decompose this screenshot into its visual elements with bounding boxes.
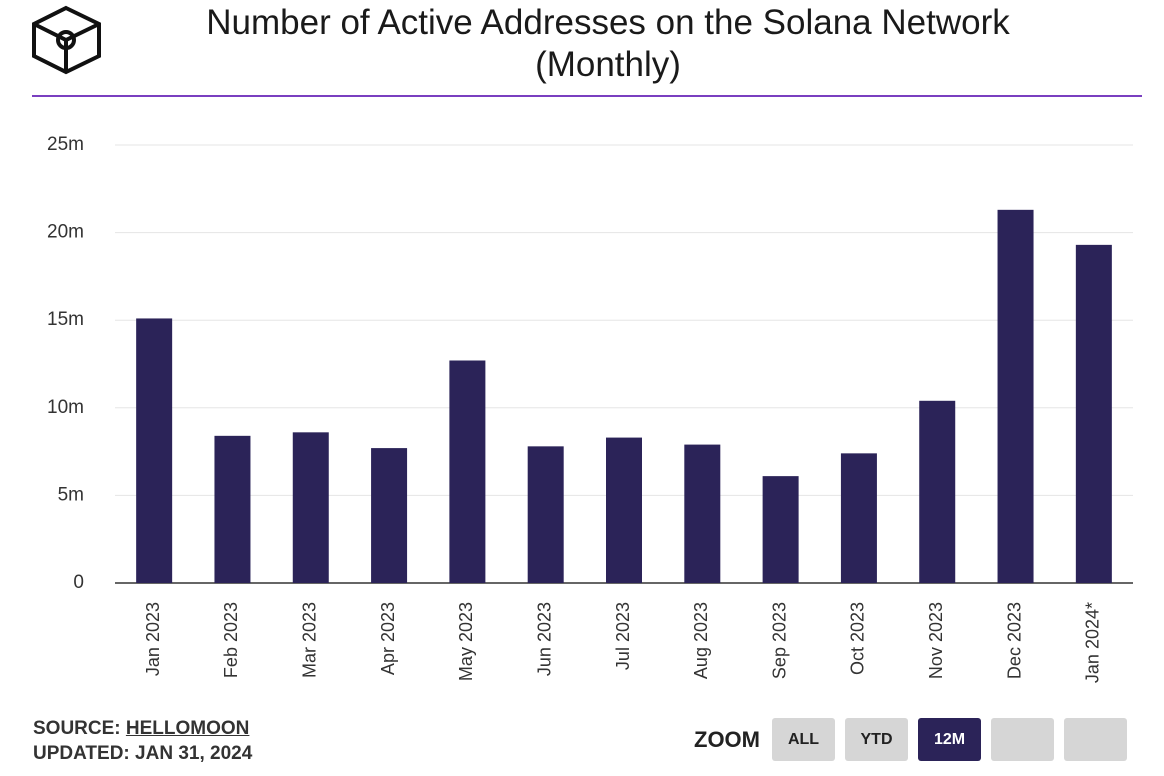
x-tick-label: Mar 2023 (300, 602, 320, 678)
x-tick-label: Feb 2023 (221, 602, 241, 678)
bar (919, 400, 956, 583)
zoom-buttons: ALL YTD 12M (772, 718, 981, 761)
zoom-button[interactable]: YTD (845, 718, 908, 761)
x-tick-label: Apr 2023 (378, 602, 398, 675)
y-tick-label: 15m (47, 309, 84, 330)
y-tick-label: 20m (47, 222, 84, 243)
source-line: SOURCE: HELLOMOON (33, 716, 252, 741)
footer: SOURCE: HELLOMOON UPDATED: JAN 31, 2024 (33, 716, 252, 766)
x-tick-label: Aug 2023 (691, 602, 711, 679)
updated: UPDATED: JAN 31, 2024 (33, 743, 253, 764)
y-tick-label: 0 (73, 572, 84, 593)
bar (684, 444, 721, 583)
x-tick-label: Dec 2023 (1004, 602, 1024, 679)
source-label: SOURCE: (33, 718, 121, 739)
bar (371, 448, 408, 583)
y-tick-label: 10m (47, 397, 84, 418)
y-tick-label: 5m (58, 484, 84, 505)
bar (136, 318, 173, 583)
zoom-button-empty[interactable] (1064, 718, 1127, 761)
x-tick-label: Sep 2023 (769, 602, 789, 679)
x-tick-label: Jun 2023 (534, 602, 554, 676)
x-tick-label: Oct 2023 (848, 602, 868, 675)
bar (292, 432, 329, 583)
zoom-button[interactable]: 12M (918, 718, 981, 761)
bar (214, 435, 251, 583)
logo (32, 5, 101, 75)
y-tick-label: 25m (47, 134, 84, 155)
bar (1075, 244, 1112, 583)
zoom-label: ZOOM (694, 726, 760, 752)
bar (449, 360, 486, 583)
chart-title: Number of Active Addresses on the Solana… (206, 3, 1010, 84)
zoom-button[interactable]: ALL (772, 718, 835, 761)
zoom-controls: ZOOM ALL YTD 12M (694, 718, 1127, 761)
bar (606, 437, 642, 583)
source-link[interactable]: HELLOMOON (125, 718, 250, 739)
bar (762, 476, 799, 583)
x-tick-label: Jan 2023 (143, 602, 163, 676)
x-tick-label: Jan 2024* (1083, 602, 1103, 683)
x-tick-label: Nov 2023 (926, 602, 946, 679)
zoom-button-empty[interactable] (991, 718, 1054, 761)
bar (997, 209, 1034, 583)
x-tick-label: Jul 2023 (613, 602, 633, 670)
bar (840, 453, 877, 583)
bar (527, 446, 564, 583)
x-tick-label: May 2023 (456, 602, 476, 681)
